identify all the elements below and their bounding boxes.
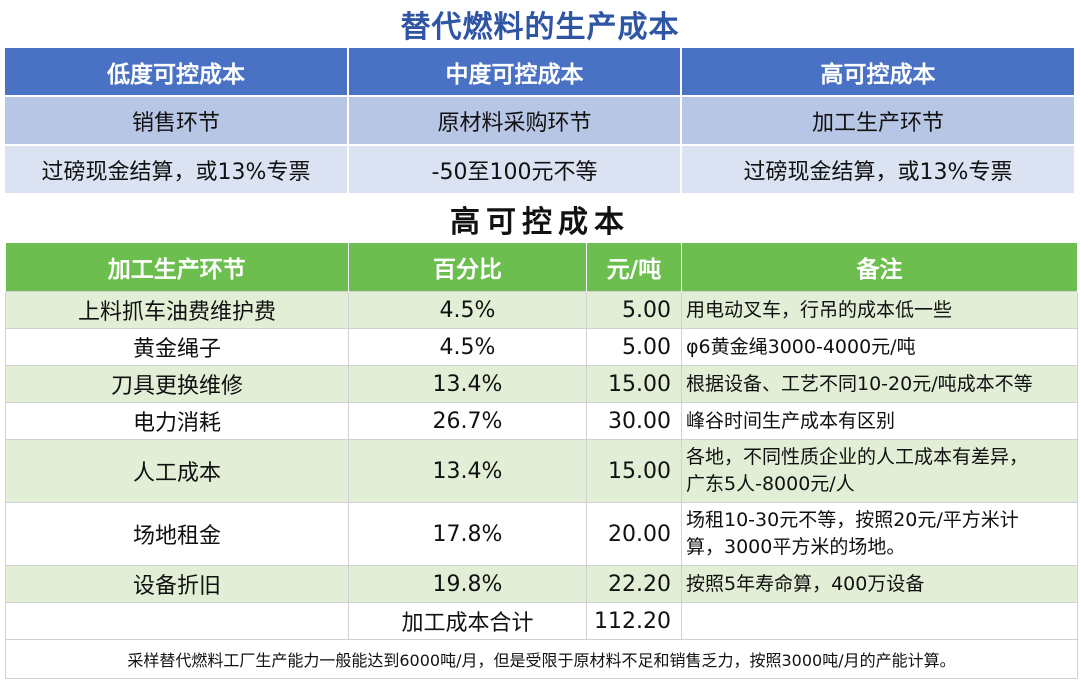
total-value: 112.20 (586, 602, 682, 640)
row-price: 22.20 (586, 565, 682, 603)
stage-row: 销售环节 原材料采购环节 加工生产环节 (5, 95, 1076, 145)
row-item: 黄金绳子 (5, 328, 349, 366)
row-price: 5.00 (586, 291, 682, 329)
row-item: 上料抓车油费维护费 (5, 291, 349, 329)
stage-sales: 销售环节 (5, 95, 349, 145)
header-note: 备注 (681, 243, 1078, 292)
settlement-row: 过磅现金结算，或13%专票 -50至100元不等 过磅现金结算，或13%专票 (5, 144, 1076, 193)
main-title: 替代燃料的生产成本 (400, 10, 680, 45)
controllable-cost-table: 低度可控成本 中度可控成本 高可控成本 销售环节 原材料采购环节 加工生产环节 … (5, 48, 1076, 193)
header-stage: 加工生产环节 (5, 243, 349, 292)
total-empty-cell (5, 602, 349, 640)
settlement-processing: 过磅现金结算，或13%专票 (681, 144, 1076, 193)
row-price: 20.00 (586, 502, 682, 566)
top-header-row: 低度可控成本 中度可控成本 高可控成本 (5, 48, 1076, 96)
row-note: 场租10-30元不等，按照20元/平方米计 算，3000平方米的场地。 (681, 502, 1078, 566)
table-row: 电力消耗 26.7% 30.00 峰谷时间生产成本有区别 (5, 402, 1078, 440)
row-item: 设备折旧 (5, 565, 349, 603)
section-title: 高可控成本 (450, 205, 630, 240)
stage-processing: 加工生产环节 (681, 95, 1076, 145)
row-note-line: 各地，不同性质企业的人工成本有差异， (686, 446, 1029, 468)
row-note-line: 算，3000平方米的场地。 (686, 536, 906, 558)
row-note: 各地，不同性质企业的人工成本有差异， 广东5人-8000元/人 (681, 439, 1078, 503)
row-percent: 17.8% (348, 502, 587, 566)
row-note: 根据设备、工艺不同10-20元/吨成本不等 (681, 365, 1078, 403)
row-item: 电力消耗 (5, 402, 349, 440)
table-row: 刀具更换维修 13.4% 15.00 根据设备、工艺不同10-20元/吨成本不等 (5, 365, 1078, 403)
header-high-controllable: 高可控成本 (681, 48, 1076, 96)
total-note-empty (681, 602, 1078, 640)
cost-header-row: 加工生产环节 百分比 元/吨 备注 (5, 243, 1078, 292)
row-item: 人工成本 (5, 439, 349, 503)
table-row: 人工成本 13.4% 15.00 各地，不同性质企业的人工成本有差异， 广东5人… (5, 439, 1078, 503)
row-price: 15.00 (586, 365, 682, 403)
row-note-line: 广东5人-8000元/人 (686, 473, 855, 495)
row-percent: 13.4% (348, 365, 587, 403)
row-note: φ6黄金绳3000-4000元/吨 (681, 328, 1078, 366)
row-item: 场地租金 (5, 502, 349, 566)
total-row: 加工成本合计 112.20 (5, 602, 1078, 640)
table-row: 场地租金 17.8% 20.00 场租10-30元不等，按照20元/平方米计 算… (5, 502, 1078, 566)
table-row: 上料抓车油费维护费 4.5% 5.00 用电动叉车，行吊的成本低一些 (5, 291, 1078, 329)
settlement-procurement: -50至100元不等 (348, 144, 682, 193)
table-row: 设备折旧 19.8% 22.20 按照5年寿命算，400万设备 (5, 565, 1078, 603)
stage-procurement: 原材料采购环节 (348, 95, 682, 145)
table-row: 黄金绳子 4.5% 5.00 φ6黄金绳3000-4000元/吨 (5, 328, 1078, 366)
row-price: 30.00 (586, 402, 682, 440)
row-note: 用电动叉车，行吊的成本低一些 (681, 291, 1078, 329)
settlement-sales: 过磅现金结算，或13%专票 (5, 144, 349, 193)
row-price: 15.00 (586, 439, 682, 503)
row-note-line: 场租10-30元不等，按照20元/平方米计 (686, 509, 1019, 531)
row-note: 按照5年寿命算，400万设备 (681, 565, 1078, 603)
row-item: 刀具更换维修 (5, 365, 349, 403)
processing-cost-table: 加工生产环节 百分比 元/吨 备注 上料抓车油费维护费 4.5% 5.00 用电… (5, 243, 1078, 679)
header-percent: 百分比 (348, 243, 587, 292)
row-percent: 19.8% (348, 565, 587, 603)
footnote: 采样替代燃料工厂生产能力一般能达到6000吨/月，但是受限于原材料不足和销售乏力… (5, 639, 1078, 679)
row-price: 5.00 (586, 328, 682, 366)
row-percent: 26.7% (348, 402, 587, 440)
row-percent: 4.5% (348, 328, 587, 366)
footnote-row: 采样替代燃料工厂生产能力一般能达到6000吨/月，但是受限于原材料不足和销售乏力… (5, 639, 1078, 679)
header-price: 元/吨 (586, 243, 682, 292)
total-label: 加工成本合计 (348, 602, 587, 640)
row-percent: 4.5% (348, 291, 587, 329)
header-low-controllable: 低度可控成本 (5, 48, 349, 96)
header-mid-controllable: 中度可控成本 (348, 48, 682, 96)
row-percent: 13.4% (348, 439, 587, 503)
row-note: 峰谷时间生产成本有区别 (681, 402, 1078, 440)
